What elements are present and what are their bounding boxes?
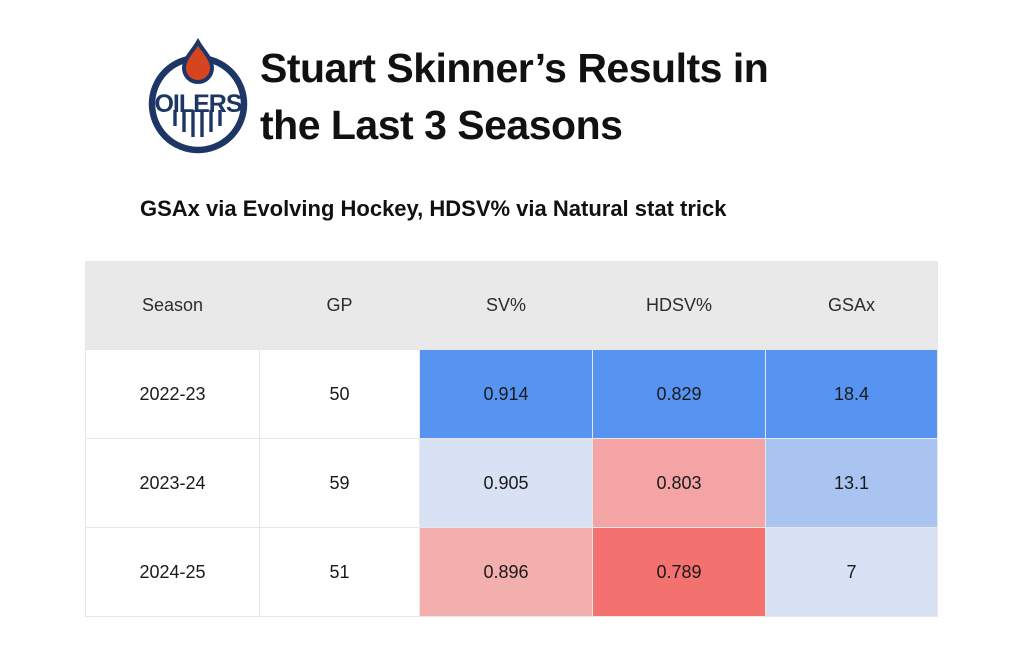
table-cell: 0.803 <box>592 438 766 528</box>
page-title: Stuart Skinner’s Results in the Last 3 S… <box>260 40 769 154</box>
table-cell: 2023-24 <box>85 438 260 528</box>
page-title-line2: the Last 3 Seasons <box>260 102 623 148</box>
table-cell: 0.914 <box>419 349 593 439</box>
table-cell: 59 <box>259 438 420 528</box>
header-row: Season GP SV% HDSV% GSAx <box>85 261 938 350</box>
column-header-season: Season <box>85 261 260 350</box>
table-cell: 0.789 <box>592 527 766 617</box>
table-cell: 2022-23 <box>85 349 260 439</box>
stats-table: Season GP SV% HDSV% GSAx 2022-23 50 0.914 0… <box>85 261 938 617</box>
oilers-logo: OILERS <box>143 37 253 158</box>
table-row: 2022-23 50 0.914 0.829 18.4 <box>85 349 938 439</box>
column-header-gp: GP <box>259 261 420 350</box>
table-cell: 0.896 <box>419 527 593 617</box>
table-cell: 50 <box>259 349 420 439</box>
table-cell: 13.1 <box>765 438 938 528</box>
table-cell: 18.4 <box>765 349 938 439</box>
table-cell: 51 <box>259 527 420 617</box>
table-cell: 0.829 <box>592 349 766 439</box>
oil-drop-icon <box>181 37 215 84</box>
table-row: 2024-25 51 0.896 0.789 7 <box>85 527 938 617</box>
page-title-line1: Stuart Skinner’s Results in <box>260 45 769 91</box>
stats-table-header: Season GP SV% HDSV% GSAx <box>85 261 938 350</box>
logo-text: OILERS <box>154 90 241 118</box>
logo-stripes <box>173 110 222 137</box>
stats-table-body: 2022-23 50 0.914 0.829 18.4 2023-24 59 0.905 0.8… <box>85 349 938 617</box>
table-cell: 2024-25 <box>85 527 260 617</box>
column-header-sv-pct: SV% <box>419 261 593 350</box>
column-header-hdsv-pct: HDSV% <box>592 261 766 350</box>
oilers-logo-graphic: OILERS <box>148 37 248 154</box>
table-cell: 0.905 <box>419 438 593 528</box>
column-header-gsax: GSAx <box>765 261 938 350</box>
table-cell: 7 <box>765 527 938 617</box>
table-row: 2023-24 59 0.905 0.803 13.1 <box>85 438 938 528</box>
subtitle: GSAx via Evolving Hockey, HDSV% via Natu… <box>140 196 727 221</box>
